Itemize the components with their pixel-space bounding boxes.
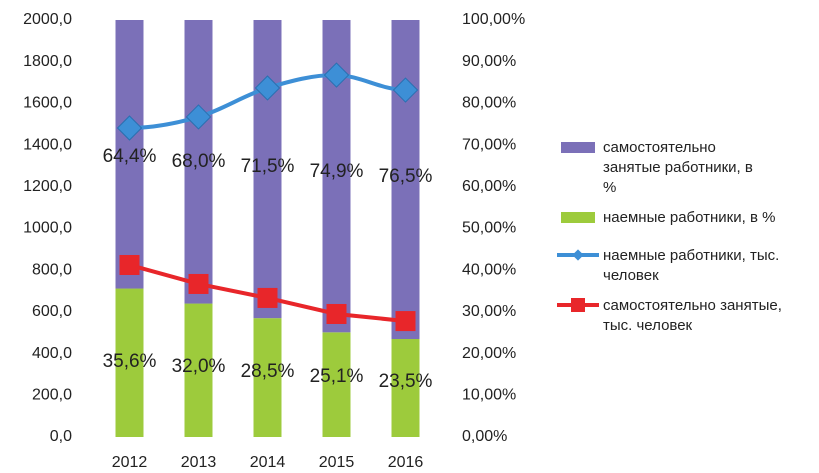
marker bbox=[395, 311, 416, 332]
legend-swatch bbox=[555, 296, 599, 314]
x-tick-label: 2016 bbox=[388, 454, 424, 471]
bar bbox=[322, 332, 351, 437]
legend-item: наемные работники, тыс. человек bbox=[555, 246, 815, 286]
data-label: 74,9% bbox=[310, 161, 364, 182]
marker bbox=[119, 254, 140, 275]
legend-item: самостоятельно занятые работники, в % bbox=[555, 138, 815, 198]
y2-tick-label: 80,00% bbox=[462, 95, 516, 112]
legend-label: самостоятельно занятые работники, в % bbox=[603, 139, 753, 196]
y2-tick-label: 100,00% bbox=[462, 11, 525, 28]
y-tick-label: 1600,0 bbox=[23, 95, 72, 112]
marker bbox=[323, 62, 350, 88]
x-tick-label: 2013 bbox=[181, 454, 217, 471]
y-tick-label: 400,0 bbox=[32, 345, 72, 362]
data-label: 25,1% bbox=[310, 366, 364, 387]
bar bbox=[253, 318, 282, 437]
marker bbox=[116, 115, 143, 141]
data-label: 64,4% bbox=[103, 146, 157, 167]
data-label: 32,0% bbox=[172, 356, 226, 377]
y2-tick-label: 0,00% bbox=[462, 428, 507, 445]
marker bbox=[392, 77, 419, 103]
data-label: 28,5% bbox=[241, 361, 295, 382]
y2-tick-label: 10,00% bbox=[462, 387, 516, 404]
y2-tick-label: 70,00% bbox=[462, 136, 516, 153]
bar bbox=[115, 288, 144, 437]
data-label: 68,0% bbox=[172, 151, 226, 172]
y2-tick-label: 40,00% bbox=[462, 261, 516, 278]
bar bbox=[184, 20, 213, 304]
x-tick-label: 2012 bbox=[112, 454, 148, 471]
y-tick-label: 2000,0 bbox=[23, 11, 72, 28]
legend-swatch bbox=[555, 246, 599, 264]
bar bbox=[391, 339, 420, 437]
y2-tick-label: 90,00% bbox=[462, 53, 516, 70]
y2-tick-label: 60,00% bbox=[462, 178, 516, 195]
legend-label: наемные работники, в % bbox=[603, 209, 776, 226]
legend-item: наемные работники, в % bbox=[555, 208, 815, 228]
data-label: 71,5% bbox=[241, 156, 295, 177]
y-tick-label: 800,0 bbox=[32, 261, 72, 278]
legend-swatch bbox=[555, 138, 599, 156]
y-tick-label: 1200,0 bbox=[23, 178, 72, 195]
y-tick-label: 1000,0 bbox=[23, 220, 72, 237]
x-tick-label: 2015 bbox=[319, 454, 355, 471]
bar bbox=[115, 20, 144, 289]
legend-swatch bbox=[555, 208, 599, 226]
y-tick-label: 1800,0 bbox=[23, 53, 72, 70]
data-label: 35,6% bbox=[103, 351, 157, 372]
bar bbox=[184, 303, 213, 437]
y2-tick-label: 20,00% bbox=[462, 345, 516, 362]
y-tick-label: 200,0 bbox=[32, 387, 72, 404]
legend-label: самостоятельно занятые, тыс. человек bbox=[603, 297, 782, 334]
legend: самостоятельно занятые работники, в % нае… bbox=[555, 138, 815, 346]
y2-tick-label: 50,00% bbox=[462, 220, 516, 237]
y-tick-label: 0,0 bbox=[50, 428, 72, 445]
marker bbox=[257, 287, 278, 308]
bar bbox=[253, 20, 282, 319]
legend-label: наемные работники, тыс. человек bbox=[603, 247, 780, 284]
marker bbox=[188, 273, 209, 294]
data-label: 76,5% bbox=[379, 166, 433, 187]
data-label: 23,5% bbox=[379, 371, 433, 392]
y-tick-label: 600,0 bbox=[32, 303, 72, 320]
y-tick-label: 1400,0 bbox=[23, 136, 72, 153]
bar bbox=[391, 20, 420, 340]
x-tick-label: 2014 bbox=[250, 454, 286, 471]
marker bbox=[185, 104, 212, 130]
marker bbox=[326, 303, 347, 324]
y2-tick-label: 30,00% bbox=[462, 303, 516, 320]
marker bbox=[254, 75, 281, 101]
legend-item: самостоятельно занятые, тыс. человек bbox=[555, 296, 815, 336]
